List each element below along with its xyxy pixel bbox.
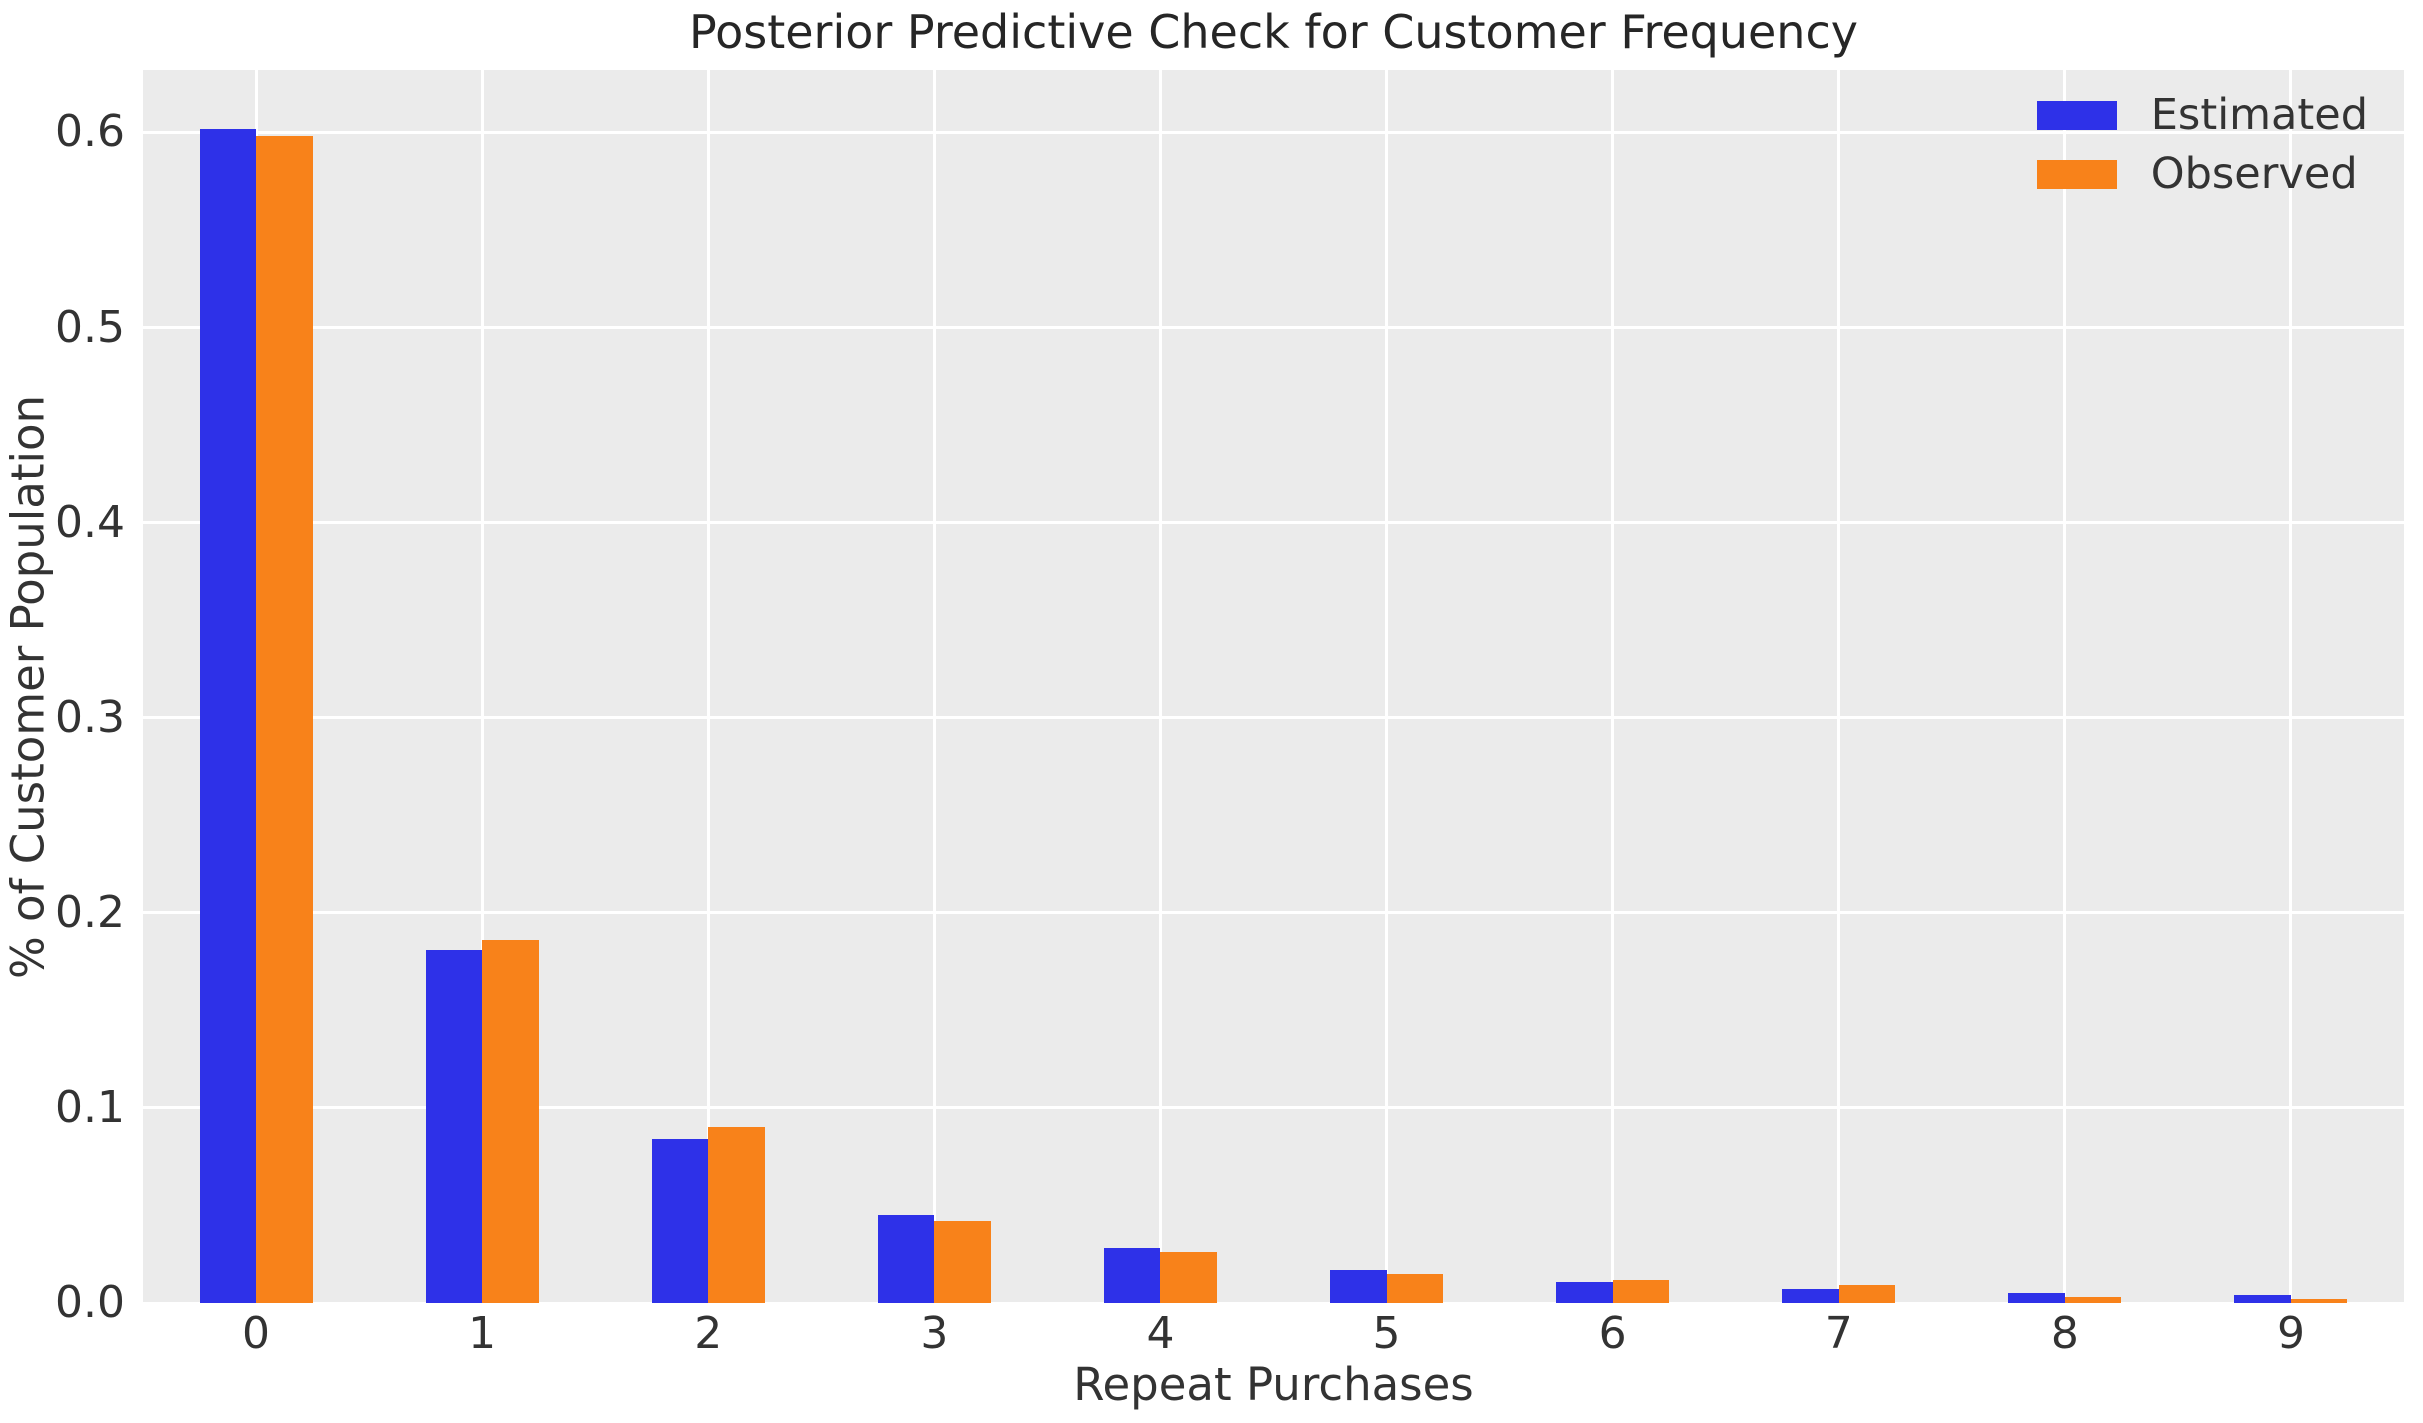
y-tick-label: 0.6: [55, 106, 125, 158]
bar-observed-7: [1838, 1285, 1896, 1303]
x-tick-label: 0: [242, 1308, 271, 1359]
gridline-horizontal: [143, 716, 2404, 720]
bar-estimated-7: [1782, 1289, 1839, 1303]
y-tick-label: 0.5: [55, 301, 125, 353]
x-tick-label: 7: [1824, 1308, 1853, 1359]
x-tick-label: 6: [1598, 1308, 1627, 1359]
bar-observed-5: [1386, 1273, 1444, 1303]
gridline-vertical: [1837, 70, 1841, 1303]
legend-entry-estimated: Estimated: [2036, 90, 2368, 140]
bar-estimated-1: [425, 949, 483, 1303]
bar-estimated-0: [199, 128, 257, 1303]
x-axis-label: Repeat Purchases: [1073, 1358, 1474, 1411]
bar-observed-8: [2064, 1297, 2122, 1303]
bar-estimated-2: [651, 1139, 709, 1303]
bar-observed-0: [256, 136, 313, 1303]
gridline-vertical: [480, 70, 484, 1303]
gridline-horizontal: [143, 1106, 2404, 1110]
y-tick-label: 0.4: [55, 496, 125, 548]
legend-swatch-estimated: [2036, 101, 2117, 130]
legend-label-observed: Observed: [2150, 149, 2358, 199]
bar-estimated-8: [2008, 1293, 2065, 1303]
bar-observed-3: [934, 1221, 991, 1303]
x-tick-label: 2: [694, 1308, 723, 1359]
x-tick-label: 3: [920, 1308, 949, 1359]
x-tick-label: 1: [468, 1308, 497, 1359]
x-tick-label: 5: [1372, 1308, 1401, 1359]
y-tick-label: 0.3: [55, 691, 125, 743]
y-tick-label: 0.1: [55, 1081, 125, 1133]
gridline-horizontal: [143, 911, 2404, 915]
bar-estimated-6: [1556, 1281, 1613, 1303]
gridline-horizontal: [143, 326, 2404, 330]
bar-observed-4: [1160, 1252, 1217, 1303]
gridline-vertical: [1611, 70, 1615, 1303]
bar-observed-6: [1612, 1279, 1670, 1303]
gridline-vertical: [932, 70, 936, 1303]
bar-estimated-5: [1330, 1269, 1387, 1303]
gridline-vertical: [1385, 70, 1389, 1303]
bar-observed-2: [708, 1127, 765, 1303]
gridline-horizontal: [143, 521, 2404, 525]
x-tick-label: 4: [1146, 1308, 1175, 1359]
gridline-vertical: [706, 70, 710, 1303]
legend: Estimated Observed: [2036, 90, 2368, 199]
y-tick-label: 0.2: [55, 886, 125, 938]
axes: Estimated Observed: [143, 70, 2404, 1305]
bar-observed-9: [2290, 1299, 2348, 1303]
gridline-horizontal: [143, 130, 2404, 134]
gridline-vertical: [2063, 70, 2067, 1303]
bar-observed-1: [482, 940, 539, 1303]
gridline-horizontal: [143, 1301, 2404, 1305]
bar-estimated-4: [1103, 1248, 1161, 1303]
x-tick-label: 8: [2050, 1308, 2079, 1359]
legend-swatch-observed: [2036, 160, 2117, 189]
bar-estimated-9: [2234, 1295, 2291, 1303]
x-tick-label: 9: [2276, 1308, 2305, 1359]
gridline-vertical: [2289, 70, 2293, 1303]
bar-estimated-3: [877, 1215, 935, 1303]
legend-label-estimated: Estimated: [2150, 90, 2368, 140]
legend-entry-observed: Observed: [2036, 149, 2368, 199]
y-tick-label: 0.0: [55, 1277, 125, 1328]
gridline-vertical: [1158, 70, 1162, 1303]
chart-title: Posterior Predictive Check for Customer …: [689, 5, 1858, 59]
